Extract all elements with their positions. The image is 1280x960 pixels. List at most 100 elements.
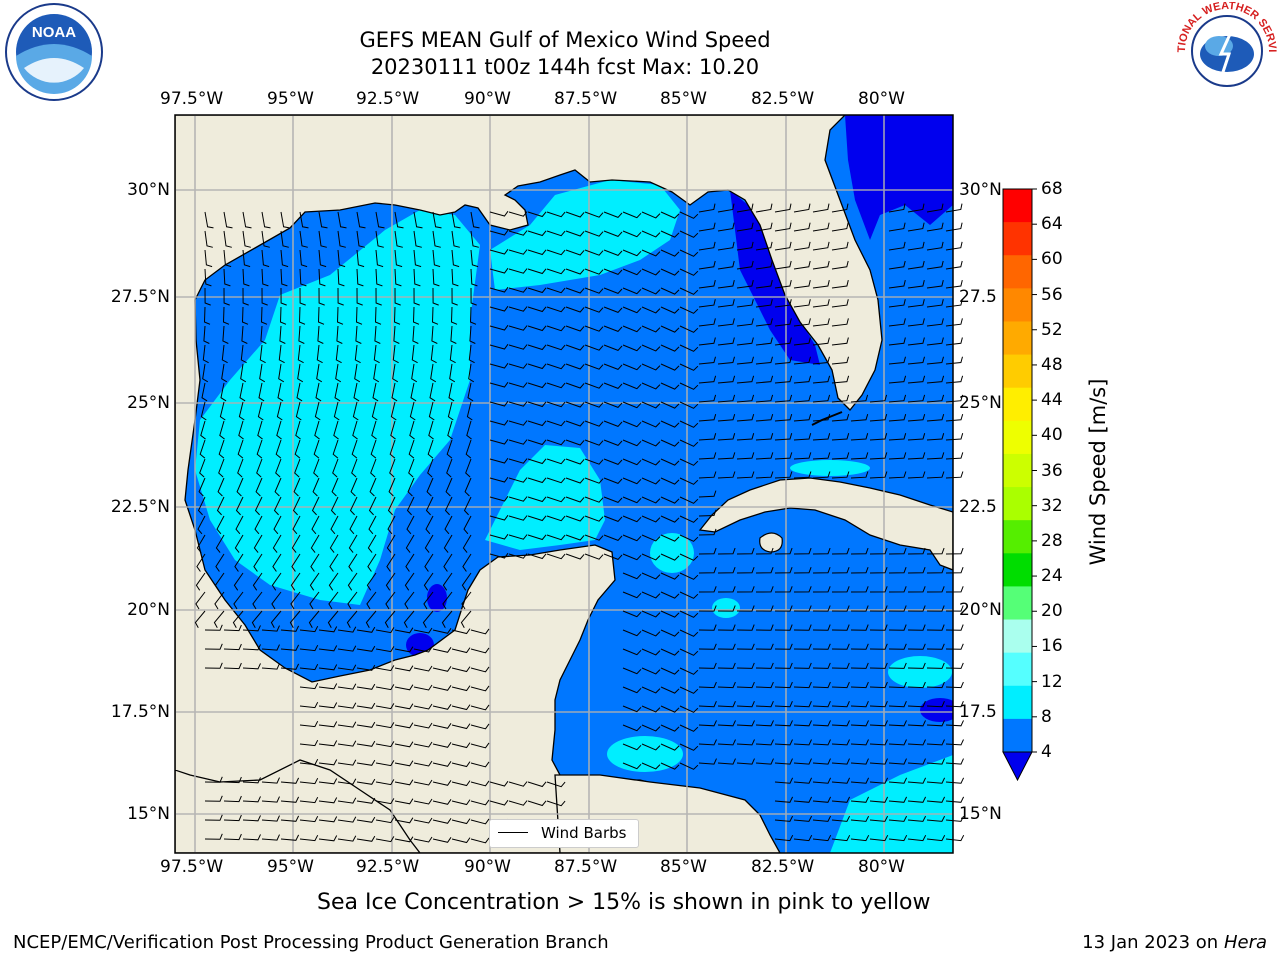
wind-barb [793,739,812,746]
colorbar-tick-label: 36 [1041,460,1063,481]
wind-barb [352,420,358,440]
wind-barb [888,605,907,612]
wind-barb [195,591,206,610]
wind-barb [926,241,944,251]
wind-barb [584,363,604,370]
wind-barb [470,628,490,635]
wind-region-cyan-carib3 [607,736,683,772]
colorbar-tick-label: 20 [1041,601,1063,622]
colorbar-segment [1003,288,1032,322]
wind-barb [444,496,453,516]
wind-barb [641,420,661,428]
wind-barb [465,439,472,459]
wind-barb [679,325,699,333]
wind-barb [888,318,906,327]
wind-barb [366,591,377,610]
wind-barb [443,534,453,553]
wind-barb [641,268,661,276]
wind-barb [907,777,927,784]
wind-barb [641,211,661,219]
wind-barb [200,420,206,440]
wind-barb [334,382,341,402]
wind-barb [276,401,283,421]
wind-barb [236,477,244,497]
lat-label-right-3: 22.5 [959,497,997,517]
wind-barb [622,553,642,561]
wind-barb [926,662,945,669]
wind-barb [774,433,793,441]
wind-barb [347,591,358,610]
wind-barb [850,758,869,765]
wind-barb [698,528,717,536]
wind-barb [374,306,382,325]
wind-barb [261,268,269,287]
wind-barb [641,667,661,675]
wind-barb [375,268,383,287]
wind-barb [755,433,774,441]
wind-barb [238,401,245,421]
wind-barb [413,287,420,306]
wind-barb [406,496,415,516]
wind-barb [698,547,717,555]
wind-barb [197,496,206,516]
wind-barb [755,547,774,555]
wind-barb [470,647,490,654]
wind-barb [470,761,490,768]
wind-barb [850,720,869,727]
wind-barb [203,306,211,325]
wind-barb [347,572,358,591]
wind-barb [736,605,755,612]
wind-barb [793,452,812,460]
wind-barb [755,337,773,346]
wind-barb [413,646,433,653]
legend-label: Wind Barbs [541,824,627,842]
wind-barb [660,363,680,371]
wind-barb [888,739,907,746]
wind-barb [466,401,473,421]
wind-barb [736,260,754,270]
wind-barb [451,647,471,654]
wind-barb [907,662,926,669]
wind-barb [736,547,755,555]
wind-barb [375,211,385,229]
wind-barb [462,534,472,553]
wind-barb [242,230,251,248]
wind-barb [413,817,433,824]
wind-barb [337,797,357,804]
wind-barb [275,439,282,459]
wind-barb [888,815,908,822]
wind-barb [812,720,831,727]
wind-barb [441,610,453,629]
wind-barb [546,287,566,294]
lon-label-bottom-7: 80°W [858,857,905,877]
wind-barb [755,260,773,270]
wind-barb [660,686,680,694]
wind-barb [253,534,263,553]
wind-barb [312,477,320,497]
wind-barb [461,591,472,610]
wind-barb [241,325,248,344]
wind-barb [926,624,945,631]
wind-barb [603,515,623,522]
wind-barb [831,624,850,631]
wind-barb [603,325,623,332]
wind-barb [412,306,420,325]
wind-barb [907,394,926,403]
wind-barb [451,723,471,730]
wind-barb [622,610,642,618]
lat-label-right-2: 25°N [959,393,1002,413]
wind-barb [428,420,434,440]
wind-barb [463,496,472,516]
wind-barb [622,458,642,466]
lat-label-right-5: 17.5 [959,702,997,722]
wind-barb [297,344,304,364]
wind-barb [273,515,282,535]
wind-barb [774,337,792,346]
wind-barb [698,624,717,631]
wind-barb [717,375,736,384]
wind-barb [679,287,699,295]
wind-barb [260,306,268,325]
wind-barb [698,681,717,689]
wind-barb [489,362,509,369]
wind-barb [388,477,396,497]
